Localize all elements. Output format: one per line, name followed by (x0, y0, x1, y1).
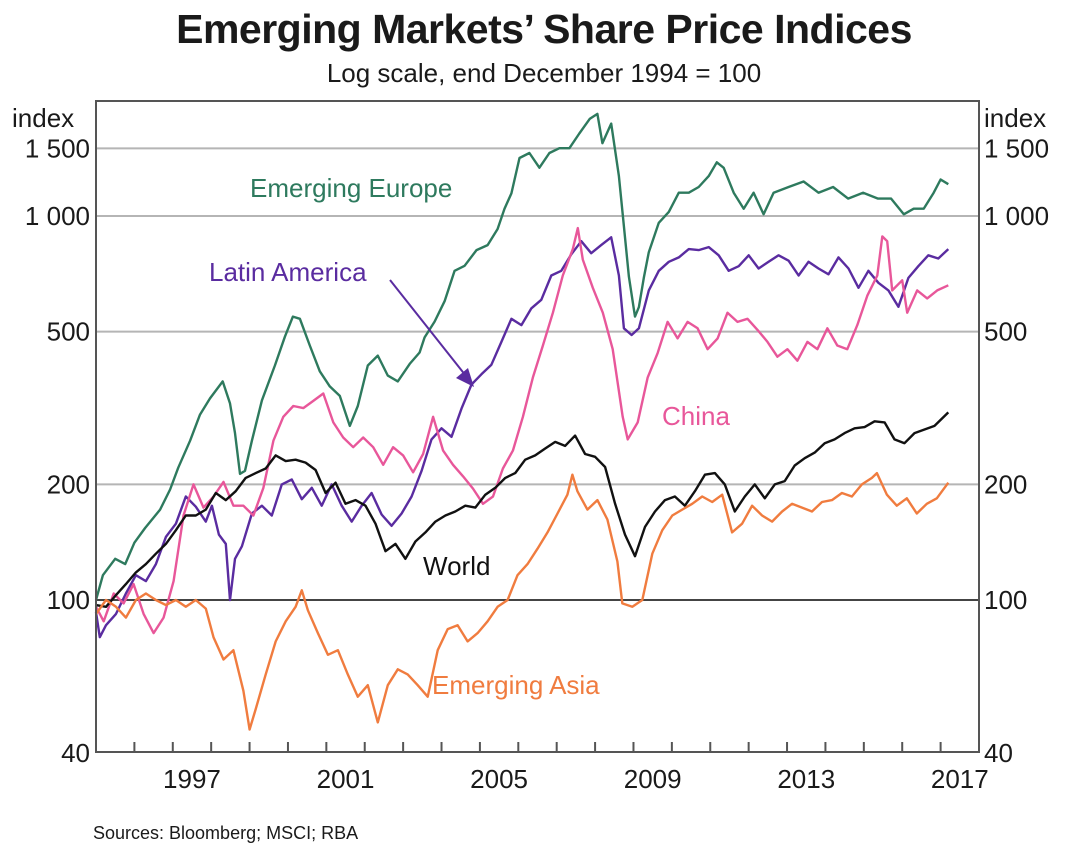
label-latin-america: Latin America (209, 257, 367, 287)
y-axis-unit-left: index (12, 103, 74, 133)
chart-subtitle: Log scale, end December 1994 = 100 (326, 58, 762, 88)
label-china: China (662, 401, 730, 431)
y-tick-label-left: 1 500 (25, 133, 90, 163)
label-emerging-europe: Emerging Europe (250, 173, 452, 203)
y-tick-label-right: 40 (984, 738, 1013, 768)
label-world: World (423, 551, 490, 581)
y-tick-label-left: 1 000 (25, 201, 90, 231)
y-tick-label-left: 100 (47, 585, 90, 615)
plot-frame (95, 100, 980, 753)
series-line-latin-america (94, 236, 950, 639)
series-line-world (95, 411, 950, 608)
y-tick-label-right: 500 (984, 317, 1027, 347)
x-tick-label: 2013 (777, 764, 835, 794)
chart-source-note: Sources: Bloomberg; MSCI; RBA (93, 823, 359, 843)
y-tick-label-left: 500 (47, 317, 90, 347)
y-tick-label-left: 200 (47, 469, 90, 499)
chart-title: Emerging Markets’ Share Price Indices (176, 6, 912, 52)
x-tick-label: 1997 (163, 764, 221, 794)
x-axis-ticks: 1997 2001 2005 2009 2013 2017 (133, 742, 989, 794)
series-line-china (94, 226, 949, 635)
x-tick-label: 2017 (931, 764, 989, 794)
x-tick-label: 2001 (317, 764, 375, 794)
label-emerging-asia: Emerging Asia (432, 670, 600, 700)
y-tick-label-right: 100 (984, 585, 1027, 615)
series-line-emerging-asia (95, 471, 950, 731)
y-tick-label-right: 200 (984, 469, 1027, 499)
x-tick-label: 2005 (470, 764, 528, 794)
latin-america-arrowhead-icon (456, 368, 474, 387)
y-tick-label-right: 1 500 (984, 133, 1049, 163)
y-tick-label-left: 40 (61, 738, 90, 768)
series-line-emerging-europe (94, 112, 949, 601)
gridlines (96, 147, 979, 601)
x-tick-label: 2009 (624, 764, 682, 794)
y-tick-label-right: 1 000 (984, 201, 1049, 231)
series-lines (94, 112, 950, 731)
latin-america-arrow-shaft (389, 279, 467, 377)
y-axis-unit-right: index (984, 103, 1046, 133)
y-axis-ticks: 40 40 100 100 200 200 500 500 1 000 1 000 1 500 1 5… (25, 133, 1049, 767)
